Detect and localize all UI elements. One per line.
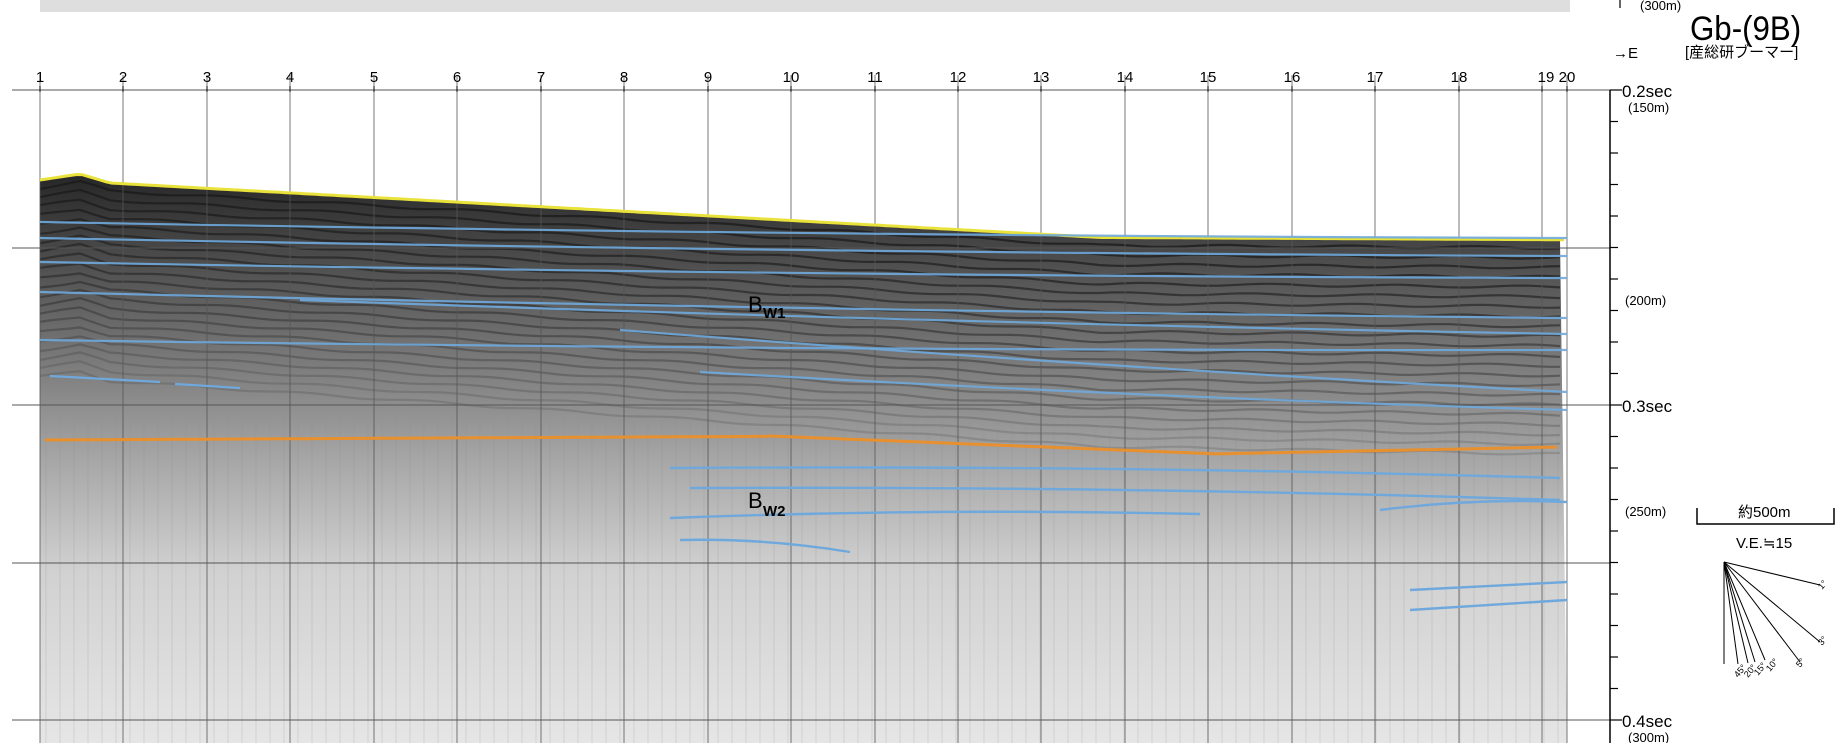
svg-text:B: B bbox=[748, 488, 763, 513]
reflector-band bbox=[39, 179, 1561, 250]
shotpoint-label-15: 15 bbox=[1200, 69, 1217, 86]
seismic-section bbox=[39, 174, 1567, 743]
horizontal-scale-bar: 約500m bbox=[1696, 504, 1835, 525]
dip-line-7 bbox=[1723, 561, 1739, 665]
dip-line-1 bbox=[1723, 561, 1821, 586]
time-label-0-4: 0.4sec bbox=[1622, 712, 1673, 731]
dip-label-1: 1° bbox=[1816, 578, 1829, 591]
top-partial-depth-label: (300m) bbox=[1640, 0, 1681, 13]
reflector-band bbox=[39, 370, 1561, 456]
reflector-band bbox=[39, 188, 1561, 260]
shotpoint-label-12: 12 bbox=[950, 69, 967, 86]
horizon-lines bbox=[39, 173, 1568, 612]
shotpoint-label-3: 3 bbox=[203, 69, 211, 86]
blue-horizon-lower-2 bbox=[689, 486, 1561, 502]
shotpoint-label-19: 19 bbox=[1538, 69, 1555, 86]
shotpoint-label-4: 4 bbox=[286, 69, 294, 86]
svg-text:W2: W2 bbox=[763, 503, 786, 520]
dip-line-3 bbox=[1723, 561, 1801, 663]
dip-angle-chart: 1°3°5°10°15°20°45° bbox=[1723, 561, 1829, 679]
shotpoint-label-16: 16 bbox=[1284, 69, 1301, 86]
blue-horizon-deep-1 bbox=[1409, 580, 1568, 592]
shotpoint-label-17: 17 bbox=[1367, 69, 1384, 86]
reflector-band bbox=[39, 306, 1561, 387]
dip-line-4 bbox=[1723, 561, 1766, 661]
blue-horizon-short-1 bbox=[49, 374, 161, 384]
shotpoint-label-1: 1 bbox=[36, 69, 44, 86]
svg-text:W1: W1 bbox=[763, 305, 786, 322]
vertical-exaggeration-label: V.E.≒15 bbox=[1736, 535, 1792, 552]
shotpoint-label-9: 9 bbox=[704, 69, 712, 86]
grid-lines bbox=[12, 75, 1610, 743]
dip-label-3: 5° bbox=[1794, 656, 1807, 669]
blue-horizon-upper-2 bbox=[39, 236, 1568, 258]
shotpoint-label-7: 7 bbox=[537, 69, 545, 86]
reflector-band bbox=[39, 351, 1561, 437]
blue-horizon-upper-5 bbox=[39, 338, 1568, 352]
shotpoint-label-6: 6 bbox=[453, 69, 461, 86]
blue-horizon-upper-6 bbox=[299, 298, 1568, 336]
reflector-band bbox=[39, 218, 1561, 289]
shotpoint-label-18: 18 bbox=[1451, 69, 1468, 86]
depth-label-300: (300m) bbox=[1628, 730, 1669, 743]
direction-label: →E bbox=[1613, 45, 1638, 62]
shotpoint-label-2: 2 bbox=[119, 69, 127, 86]
reflector-band bbox=[39, 360, 1561, 447]
reflector-band bbox=[39, 272, 1561, 348]
time-axis: 0.2sec (150m) (200m) 0.3sec (250m) 0.4se… bbox=[1609, 82, 1673, 743]
blue-horizon-upper-4 bbox=[39, 290, 1568, 320]
shotpoint-label-11: 11 bbox=[867, 69, 883, 86]
dip-line-5 bbox=[1723, 561, 1756, 663]
horizon-label-bw1: B W1 bbox=[748, 292, 786, 322]
shotpoint-label-13: 13 bbox=[1033, 69, 1050, 86]
source-label: [産総研ブーマー] bbox=[1685, 43, 1798, 61]
seismic-reflection-area bbox=[40, 174, 1567, 743]
blue-horizon-upper-8 bbox=[699, 370, 1568, 412]
depth-label-250: (250m) bbox=[1625, 504, 1666, 519]
time-label-0-3: 0.3sec bbox=[1622, 397, 1673, 416]
blue-horizon-lower-3 bbox=[669, 510, 1201, 520]
blue-horizon-upper-3 bbox=[39, 260, 1568, 280]
reflector-band bbox=[39, 252, 1561, 329]
seafloor-horizon bbox=[39, 173, 1565, 242]
reflector-band bbox=[39, 316, 1561, 397]
reflector-band bbox=[39, 296, 1561, 378]
blue-horizon-lower-5 bbox=[679, 538, 851, 554]
shotpoint-label-14: 14 bbox=[1117, 69, 1134, 86]
blue-horizon-deep-2 bbox=[1409, 598, 1568, 612]
orange-horizon bbox=[44, 434, 1558, 456]
shotpoint-label-10: 10 bbox=[783, 69, 800, 86]
shotpoint-label-5: 5 bbox=[370, 69, 378, 86]
reflector-band bbox=[39, 343, 1561, 427]
dip-label-4: 10° bbox=[1764, 656, 1781, 673]
reflector-band bbox=[39, 262, 1561, 338]
top-partial-section bbox=[40, 0, 1570, 12]
time-label-0-2: 0.2sec bbox=[1622, 82, 1673, 101]
depth-label-150: (150m) bbox=[1628, 100, 1669, 115]
dip-line-6 bbox=[1723, 561, 1749, 664]
shotpoint-label-8: 8 bbox=[620, 69, 628, 86]
svg-text:約500m: 約500m bbox=[1738, 504, 1791, 521]
blue-horizon-lower-4 bbox=[1379, 499, 1568, 512]
profile-title: Gb-(9B) bbox=[1690, 9, 1801, 48]
reflector-band bbox=[39, 198, 1561, 270]
reflector-band bbox=[39, 280, 1561, 358]
reflector-band bbox=[39, 335, 1561, 417]
shotpoint-labels: 1 2 3 4 5 6 7 8 9 10 11 12 13 14 15 16 17 18 19 20 bbox=[36, 69, 1576, 92]
depth-label-200: (200m) bbox=[1625, 293, 1666, 308]
dip-label-2: 3° bbox=[1816, 634, 1829, 647]
shotpoint-label-20: 20 bbox=[1559, 69, 1576, 86]
blue-horizon-upper-7 bbox=[619, 328, 1568, 394]
blue-horizon-lower-1 bbox=[669, 466, 1561, 480]
blue-horizon-short-2 bbox=[174, 382, 241, 390]
blue-horizon-upper-1 bbox=[39, 220, 1568, 240]
dip-line-2 bbox=[1723, 561, 1821, 643]
reflector-band bbox=[39, 234, 1561, 309]
horizon-label-bw2: B W2 bbox=[748, 488, 786, 520]
svg-text:B: B bbox=[748, 292, 763, 317]
